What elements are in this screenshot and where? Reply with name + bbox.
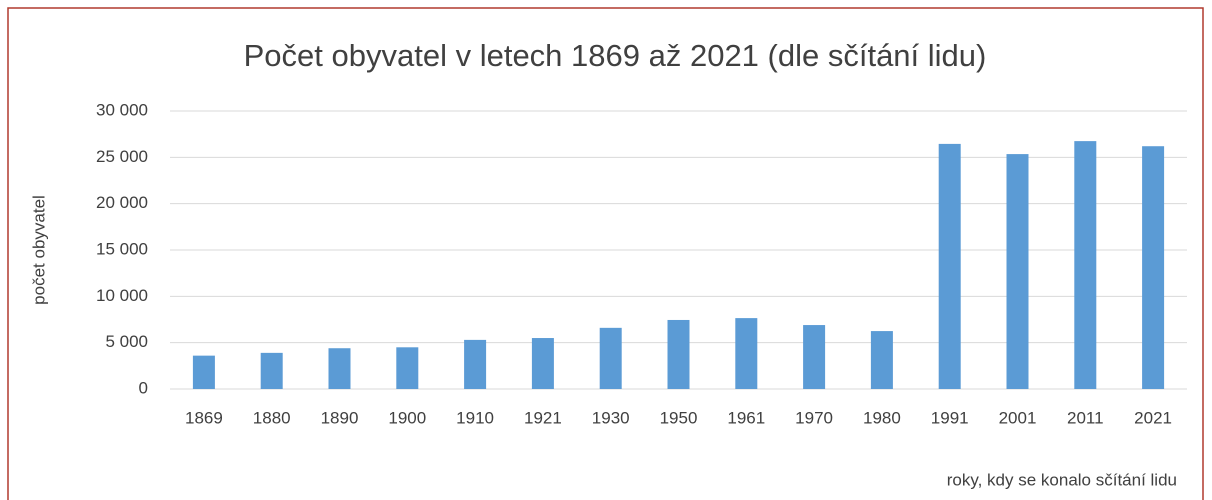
y-tick-label: 0 — [139, 378, 148, 397]
x-axis-title: roky, kdy se konalo sčítání lidu — [947, 470, 1177, 489]
x-tick-label: 2021 — [1134, 408, 1172, 427]
bar — [938, 143, 961, 389]
x-tick-label: 1900 — [388, 408, 426, 427]
x-tick-label: 2011 — [1067, 408, 1104, 427]
bar — [1142, 146, 1165, 389]
bar — [192, 355, 215, 389]
y-tick-label: 30 000 — [96, 100, 148, 119]
bar — [260, 352, 283, 389]
y-tick-label: 10 000 — [96, 286, 148, 305]
x-tick-label: 1890 — [321, 408, 359, 427]
bar — [870, 331, 893, 389]
x-tick-label: 1961 — [727, 408, 765, 427]
x-tick-label: 1880 — [253, 408, 291, 427]
bar — [803, 325, 826, 389]
bar — [667, 319, 690, 389]
x-tick-label: 1980 — [863, 408, 901, 427]
bar — [464, 339, 487, 389]
x-tick-label: 1921 — [524, 408, 562, 427]
y-axis-title: počet obyvatel — [29, 195, 48, 305]
chart-title: Počet obyvatel v letech 1869 až 2021 (dl… — [244, 38, 987, 73]
y-tick-label: 5 000 — [105, 332, 148, 351]
bar — [1074, 141, 1097, 389]
x-tick-label: 1970 — [795, 408, 833, 427]
x-tick-label: 1950 — [660, 408, 698, 427]
bar — [735, 318, 758, 389]
x-tick-label: 1910 — [456, 408, 494, 427]
x-tick-label: 1930 — [592, 408, 630, 427]
bar — [328, 348, 351, 389]
bar — [1006, 154, 1029, 389]
bar — [531, 338, 554, 389]
bar — [396, 347, 419, 389]
x-tick-label: 1869 — [185, 408, 223, 427]
x-tick-label: 1991 — [931, 408, 969, 427]
y-tick-label: 20 000 — [96, 193, 148, 212]
x-tick-label: 2001 — [999, 408, 1037, 427]
bar — [599, 327, 622, 389]
frame — [7, 7, 1204, 500]
y-tick-label: 25 000 — [96, 147, 148, 166]
y-tick-label: 15 000 — [96, 239, 148, 258]
